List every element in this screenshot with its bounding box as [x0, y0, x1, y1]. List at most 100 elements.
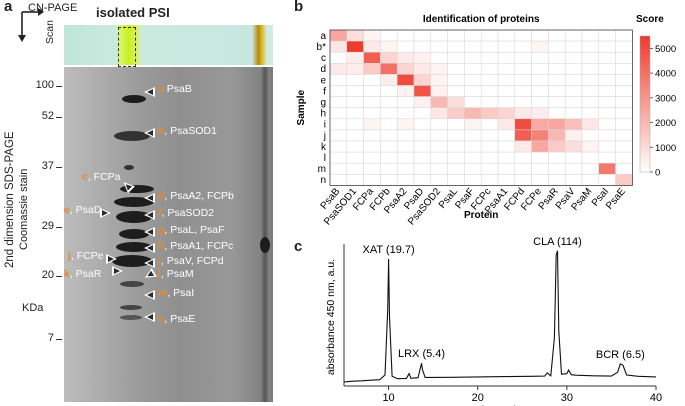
heatmap-cell — [346, 29, 364, 42]
scan-label: Scan — [44, 20, 56, 44]
heatmap-cell — [346, 129, 364, 142]
heatmap-cell — [396, 85, 415, 97]
isolated-psi-label: isolated PSI — [96, 5, 170, 20]
heatmap-cell — [514, 85, 532, 97]
heatmap-cell — [413, 63, 432, 75]
heatmap-cell — [380, 118, 398, 131]
heatmap-cell — [615, 29, 633, 42]
heatmap-cell — [363, 40, 381, 53]
heatmap-row-label: b* — [317, 42, 327, 53]
heatmap-cell — [430, 63, 448, 75]
heatmap-cell — [615, 85, 633, 97]
heatmap-cell — [430, 107, 448, 120]
heatmap-cell — [564, 74, 583, 86]
heatmap-cell — [329, 85, 348, 97]
heatmap-row-label: m — [318, 164, 326, 175]
heatmap-cell — [480, 162, 499, 175]
heatmap-row-label: h — [320, 109, 326, 120]
heatmap-cell — [464, 85, 482, 97]
heatmap-cell — [447, 29, 465, 42]
y-title-line2: Coomassie stain — [18, 168, 30, 250]
heatmap-cell — [598, 174, 616, 186]
heatmap-cell — [497, 174, 516, 186]
heatmap-cell — [480, 74, 499, 86]
heatmap-cell — [480, 40, 499, 53]
heatmap-cell — [447, 151, 465, 164]
marker-29: 29 — [41, 220, 54, 232]
hplc-peak-label: LRX (5.4) — [398, 348, 445, 360]
heatmap-row-label: g — [320, 97, 326, 108]
scan-strip — [64, 25, 273, 65]
heatmap-cell — [413, 129, 432, 142]
heatmap-cell — [514, 63, 532, 75]
heatmap-cell — [480, 29, 499, 42]
heatmap-cell — [430, 74, 448, 86]
heatmap-cell — [380, 174, 398, 186]
heatmap-cell — [430, 29, 448, 42]
heatmap-cell — [548, 151, 566, 164]
heatmap-cell — [363, 140, 381, 153]
heatmap-cell — [598, 74, 616, 86]
hplc-trace — [343, 250, 657, 383]
heatmap-cell — [598, 151, 616, 164]
heatmap-cell — [346, 96, 364, 108]
heatmap-cell — [346, 107, 364, 120]
heatmap-cell — [615, 63, 633, 75]
band-label-n: n, PsaE — [158, 313, 196, 325]
heatmap-cell — [564, 162, 583, 175]
heatmap-cell — [548, 74, 566, 86]
heatmap-cell — [363, 174, 381, 186]
heatmap-cell — [564, 63, 583, 75]
heatmap-cell — [480, 107, 499, 120]
heatmap-row-label: j — [323, 131, 326, 142]
heatmap-cell — [447, 162, 465, 175]
heatmap-cell — [346, 74, 364, 86]
heatmap-cell — [480, 174, 499, 186]
heatmap-cell — [413, 51, 432, 64]
heatmap-cell — [447, 107, 465, 120]
heatmap-cell — [363, 51, 381, 64]
heatmap-cell — [413, 85, 432, 97]
heatmap-cell — [346, 40, 364, 53]
heatmap-cell — [615, 151, 633, 164]
colorbar-tick-label: 3000 — [655, 93, 676, 104]
heatmap-cell — [380, 129, 398, 142]
heatmap-cell — [497, 162, 516, 175]
heatmap-cell — [363, 129, 381, 142]
heatmap-cell — [598, 29, 616, 42]
heatmap-cell — [514, 96, 532, 108]
heatmap-cell — [447, 74, 465, 86]
heatmap-cell — [380, 151, 398, 164]
hplc-chart: 10 20 30 40 time, min absorbance 450 nm, a.u.… — [325, 236, 662, 406]
heatmap-cell — [531, 96, 549, 108]
heatmap-cell — [548, 118, 566, 131]
heatmap-cell — [480, 51, 499, 64]
heatmap-cell — [413, 107, 432, 120]
gel-image: a PsaB b, PsaSOD1 c, FCPa d, PsaA2, FCPb… — [64, 67, 273, 402]
band-label-f: f, PsaSOD2 — [158, 207, 215, 219]
heatmap-cell — [531, 107, 549, 120]
heatmap-cell — [548, 40, 566, 53]
heatmap-cell — [615, 118, 633, 131]
heatmap-cell — [548, 174, 566, 186]
band-label-j: j, FCPe — [68, 250, 104, 262]
heatmap-cell — [531, 63, 549, 75]
heatmap-cell — [430, 129, 448, 142]
heatmap-cell — [329, 40, 348, 53]
heatmap-cell — [396, 140, 415, 153]
heatmap-cell — [497, 140, 516, 153]
heatmap-cell — [598, 40, 616, 53]
hplc-peak-label: CLA (114) — [533, 236, 582, 248]
heatmap-cell — [598, 140, 616, 153]
heatmap-cell — [380, 85, 398, 97]
heatmap-cell — [497, 118, 516, 131]
hplc-ylabel: absorbance 450 nm, a.u. — [325, 259, 337, 375]
heatmap-cell — [447, 96, 465, 108]
heatmap-cell — [514, 140, 532, 153]
heatmap-cell — [497, 85, 516, 97]
heatmap-cell — [380, 162, 398, 175]
heatmap-cell — [548, 129, 566, 142]
heatmap-cell — [430, 151, 448, 164]
hplc-x-tick-label: 20 — [472, 392, 484, 404]
heatmap-cell — [396, 162, 415, 175]
